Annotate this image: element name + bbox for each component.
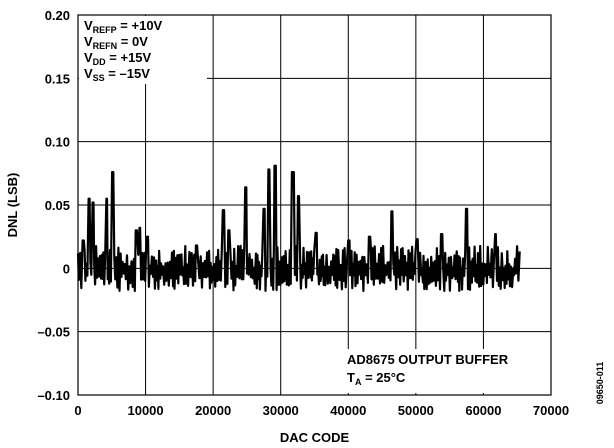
x-tick-label: 20000 [195, 403, 231, 418]
condition-label: VSS = –15V [84, 66, 150, 83]
x-tick-label: 70000 [533, 403, 569, 418]
y-tick-label: –0.05 [37, 325, 70, 340]
x-tick-label: 50000 [398, 403, 434, 418]
x-tick-label: 60000 [465, 403, 501, 418]
y-tick-label: 0.05 [45, 198, 70, 213]
y-tick-label: 0.15 [45, 71, 70, 86]
dnl-series-line [76, 164, 521, 293]
x-axis-label: DAC CODE [280, 430, 350, 445]
y-tick-label: 0 [63, 261, 70, 276]
annotation-text: AD8675 OUTPUT BUFFER [347, 352, 509, 367]
annotation-text: TA = 25°C [347, 370, 406, 387]
condition-label: VREFP = +10V [84, 18, 163, 35]
plot-frame [77, 14, 552, 396]
y-tick-label: –0.10 [37, 388, 70, 403]
x-tick-label: 30000 [263, 403, 299, 418]
x-tick-label: 0 [74, 403, 81, 418]
figure-id: 09650-011 [595, 362, 605, 405]
y-tick-label: 0.20 [45, 8, 70, 23]
conditions-box [79, 16, 207, 84]
y-tick-label: 0.10 [45, 135, 70, 150]
y-axis-label: DNL (LSB) [5, 173, 20, 238]
annotation-box [345, 349, 550, 393]
x-tick-label: 40000 [330, 403, 366, 418]
x-tick-label: 10000 [127, 403, 163, 418]
condition-label: VREFN = 0V [84, 34, 148, 51]
condition-label: VDD = +15V [84, 50, 152, 67]
